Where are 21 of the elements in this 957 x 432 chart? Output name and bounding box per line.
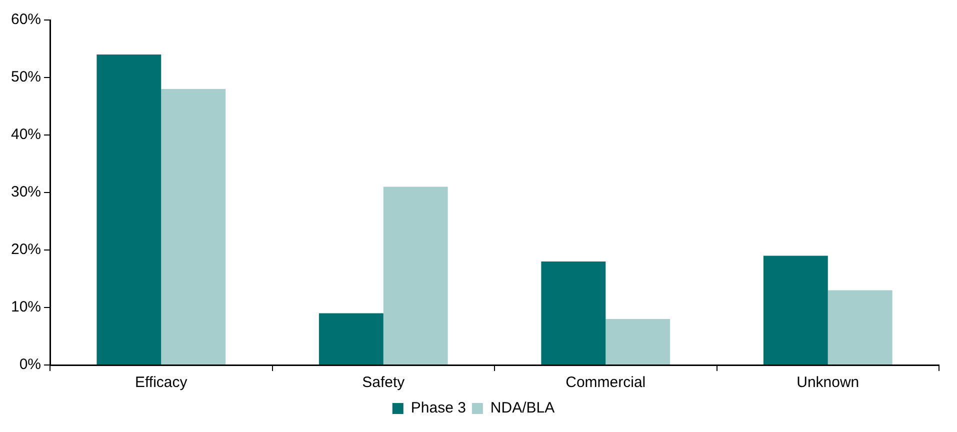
y-tick-label: 10% xyxy=(10,298,42,316)
legend-label: Phase 3 xyxy=(410,400,466,417)
y-tick-label: 50% xyxy=(10,68,42,86)
y-tick-label: 60% xyxy=(10,11,42,28)
bar xyxy=(96,54,162,364)
bar xyxy=(383,186,448,364)
bar xyxy=(541,262,606,364)
x-tick-label: Efficacy xyxy=(135,374,188,392)
y-tick-label: 0% xyxy=(19,356,42,374)
bar xyxy=(763,256,828,364)
bar xyxy=(606,319,670,364)
bar xyxy=(161,89,226,364)
y-tick-label: 40% xyxy=(10,126,42,144)
legend-label: NDA/BLA xyxy=(490,400,555,417)
y-tick-label: 30% xyxy=(10,184,42,201)
x-tick-label: Commercial xyxy=(566,374,646,392)
y-tick-label: 20% xyxy=(10,241,42,258)
x-tick-label: Safety xyxy=(362,374,406,392)
bar xyxy=(318,313,384,364)
bar xyxy=(828,290,892,364)
x-tick-label: Unknown xyxy=(796,374,860,392)
